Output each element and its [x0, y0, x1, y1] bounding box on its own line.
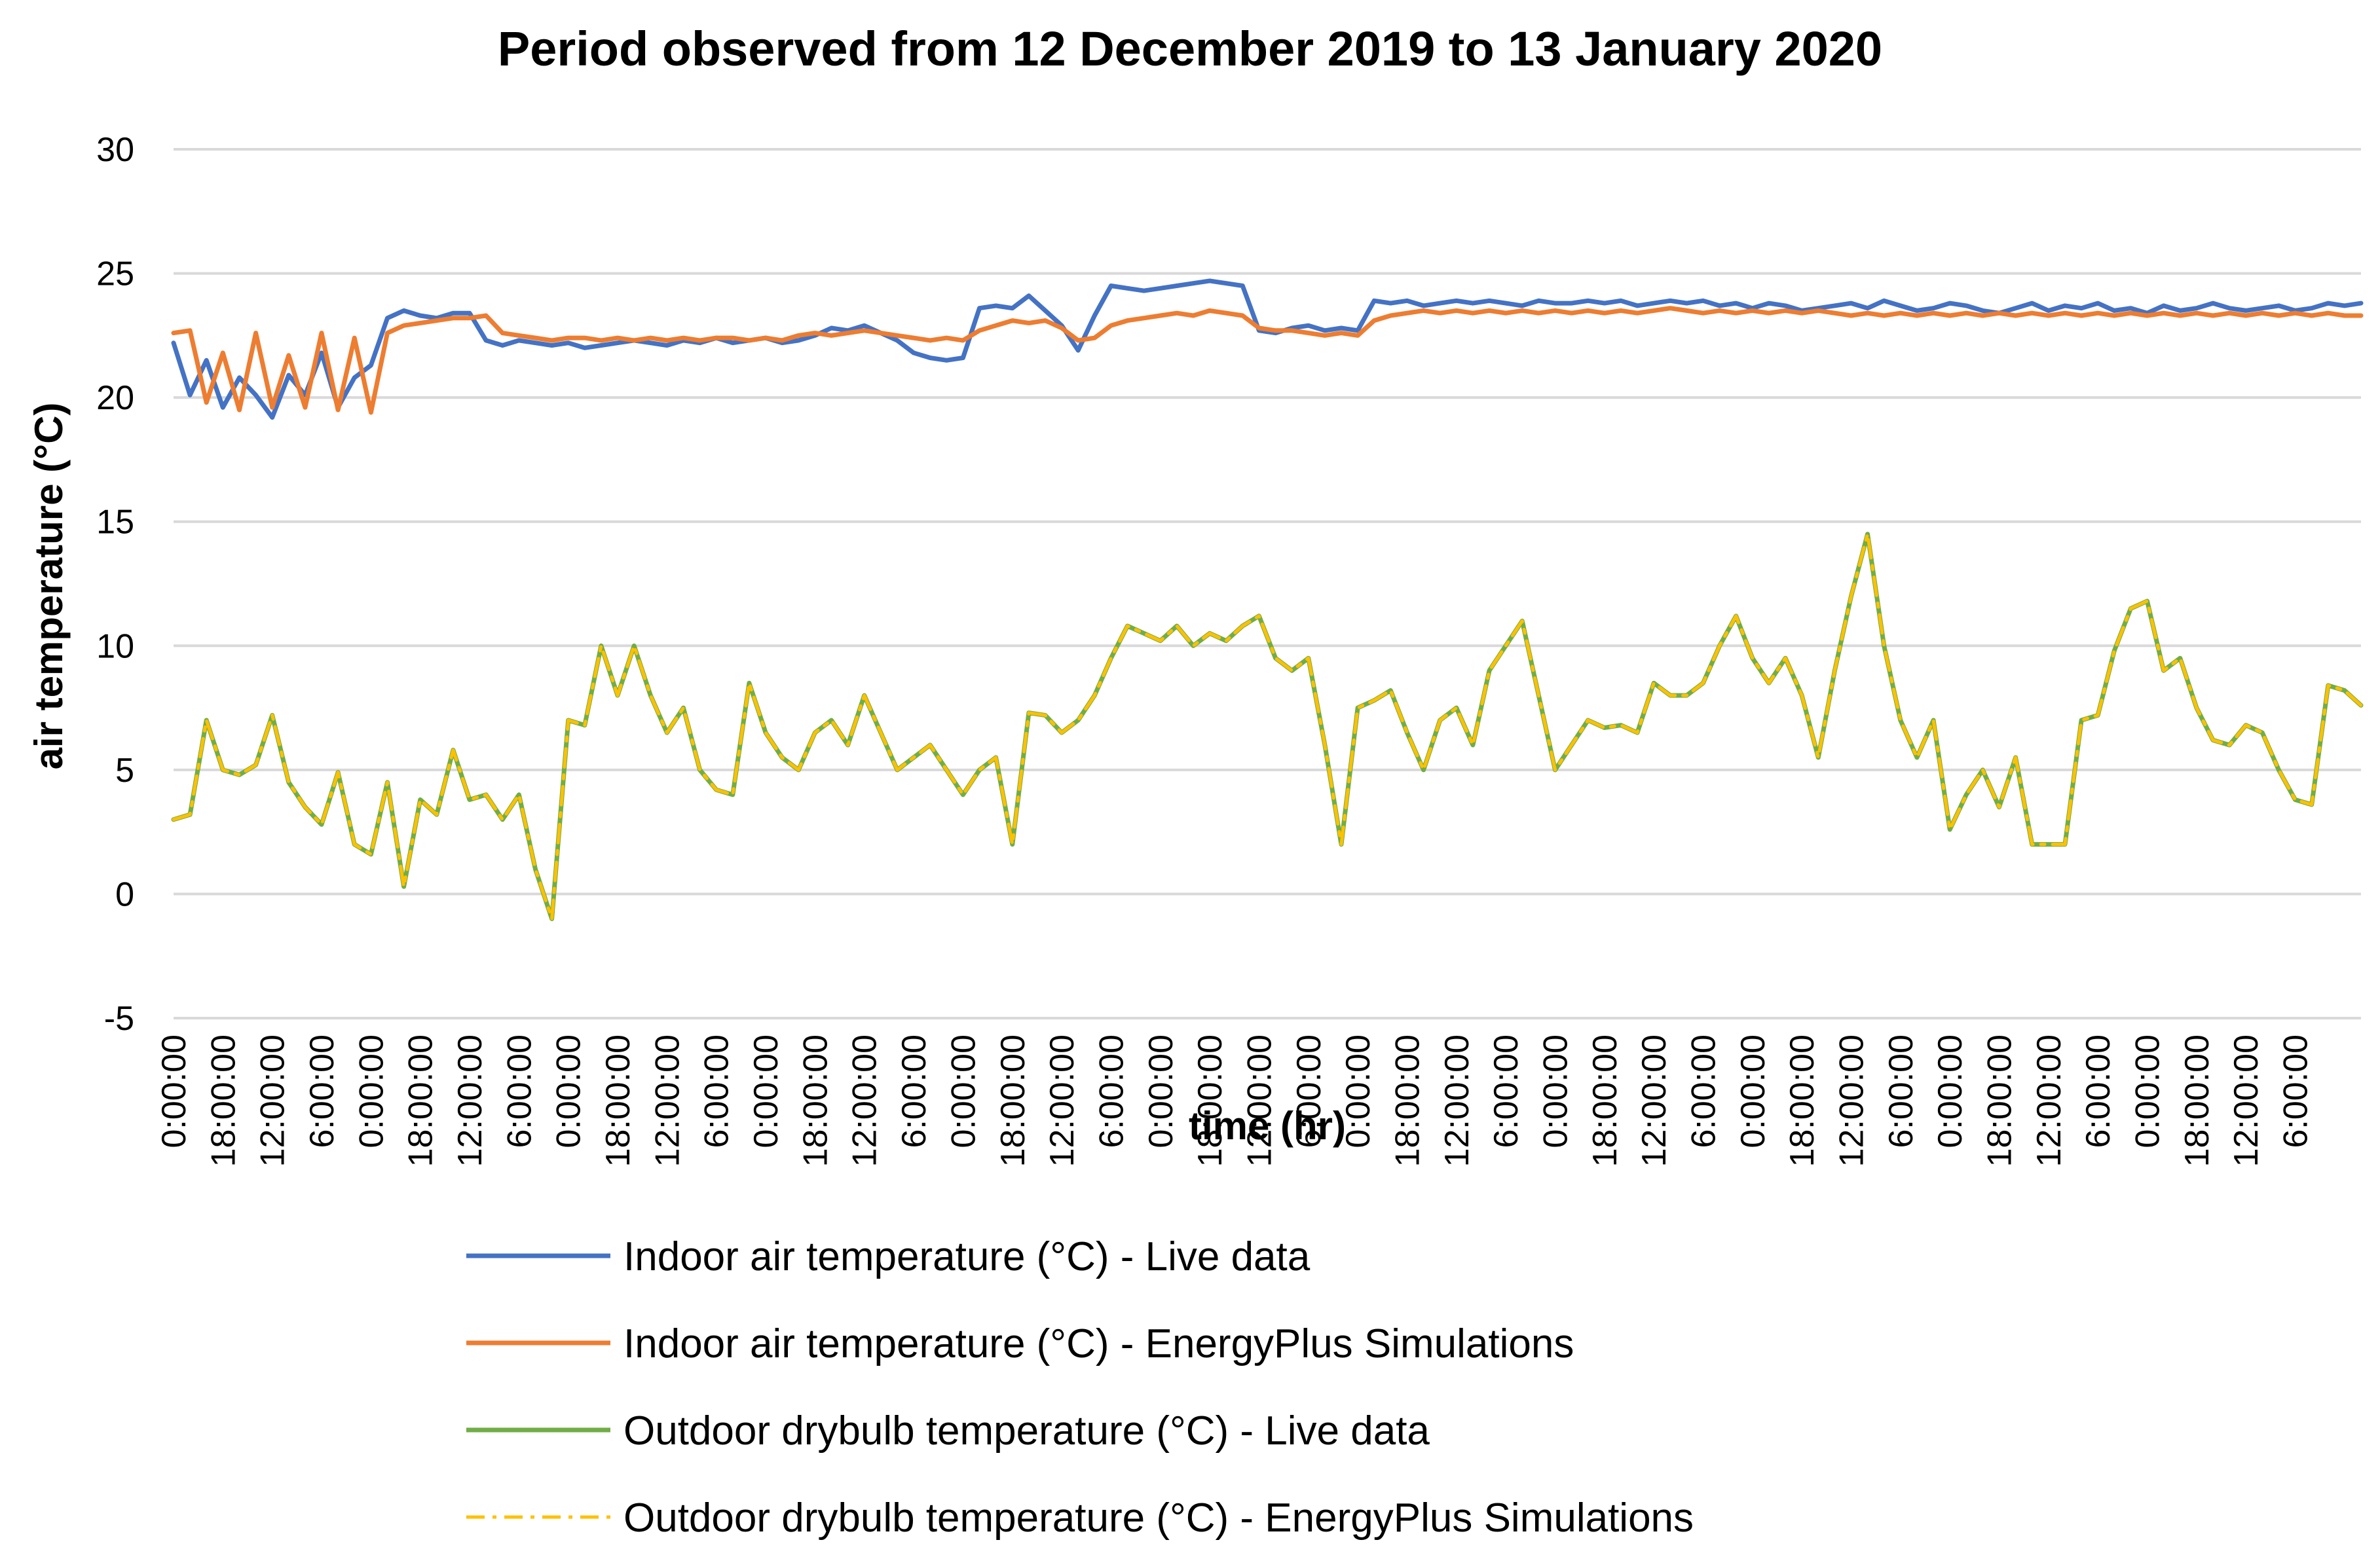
- x-tick-label: 6:00:00: [2277, 1035, 2315, 1148]
- legend-label: Outdoor drybulb temperature (°C) - Energ…: [623, 1495, 1694, 1541]
- legend-entry-0: Indoor air temperature (°C) - Live data: [466, 1234, 1311, 1279]
- x-tick-label: 6:00:00: [1487, 1035, 1525, 1148]
- x-tick-label: 18:00:00: [1388, 1035, 1426, 1167]
- x-tick-label: 0:00:00: [550, 1035, 588, 1148]
- y-tick-label: 20: [96, 379, 134, 417]
- x-tick-label: 6:00:00: [1684, 1035, 1722, 1148]
- x-tick-label: 12:00:00: [1043, 1035, 1081, 1167]
- legend-entry-2: Outdoor drybulb temperature (°C) - Live …: [466, 1408, 1430, 1454]
- x-tick-label: 6:00:00: [303, 1035, 341, 1148]
- x-tick-label: 12:00:00: [451, 1035, 489, 1167]
- x-tick-label: 0:00:00: [1142, 1035, 1180, 1148]
- x-axis-ticks: 0:00:00 18:00:00 12:00:00 6:00:00 0:00:00 18:…: [155, 1035, 2315, 1167]
- x-tick-label: 18:00:00: [1981, 1035, 2019, 1167]
- x-tick-label: 6:00:00: [698, 1035, 736, 1148]
- x-tick-label: 12:00:00: [1438, 1035, 1476, 1167]
- x-tick-label: 0:00:00: [1339, 1035, 1377, 1148]
- x-tick-label: 12:00:00: [1635, 1035, 1673, 1167]
- x-tick-label: 0:00:00: [747, 1035, 785, 1148]
- x-tick-label: 18:00:00: [1586, 1035, 1624, 1167]
- x-tick-label: 0:00:00: [2129, 1035, 2167, 1148]
- series-line-2: [171, 532, 2364, 921]
- x-tick-label: 18:00:00: [1783, 1035, 1821, 1167]
- x-tick-label: 6:00:00: [1290, 1035, 1328, 1148]
- x-tick-label: 18:00:00: [599, 1035, 637, 1167]
- legend-entry-3: Outdoor drybulb temperature (°C) - Energ…: [466, 1495, 1694, 1541]
- y-tick-label: 15: [96, 504, 134, 541]
- legend-label: Indoor air temperature (°C) - Live data: [623, 1234, 1311, 1279]
- x-tick-label: 0:00:00: [352, 1035, 390, 1148]
- x-tick-label: 12:00:00: [254, 1035, 292, 1167]
- x-tick-label: 0:00:00: [1734, 1035, 1772, 1148]
- x-tick-label: 18:00:00: [2178, 1035, 2216, 1167]
- x-tick-label: 12:00:00: [2227, 1035, 2265, 1167]
- legend-label: Indoor air temperature (°C) - EnergyPlus…: [623, 1321, 1574, 1366]
- x-tick-label: 18:00:00: [796, 1035, 834, 1167]
- y-tick-label: 0: [115, 875, 134, 913]
- y-tick-label: 30: [96, 131, 134, 169]
- y-axis-title: air temperature (°C): [27, 403, 71, 770]
- chart-title: Period observed from 12 December 2019 to…: [498, 22, 1882, 76]
- x-tick-label: 6:00:00: [500, 1035, 538, 1148]
- series-lines: [171, 278, 2364, 921]
- x-tick-label: 6:00:00: [1092, 1035, 1130, 1148]
- x-tick-label: 18:00:00: [994, 1035, 1032, 1167]
- x-tick-label: 0:00:00: [944, 1035, 982, 1148]
- x-tick-label: 12:00:00: [648, 1035, 686, 1167]
- x-tick-label: 12:00:00: [1240, 1035, 1278, 1167]
- x-tick-label: 12:00:00: [1833, 1035, 1871, 1167]
- x-tick-label: 6:00:00: [895, 1035, 933, 1148]
- x-tick-label: 18:00:00: [1191, 1035, 1229, 1167]
- y-axis-ticks: -5 0 5 10 15 20 25 30: [96, 131, 134, 1038]
- x-tick-label: 12:00:00: [846, 1035, 884, 1167]
- x-tick-label: 0:00:00: [1931, 1035, 1969, 1148]
- x-axis-title: time (hr): [1189, 1104, 1346, 1148]
- legend: Indoor air temperature (°C) - Live data I…: [466, 1234, 1694, 1541]
- series-line-3: [172, 532, 2363, 921]
- x-tick-label: 0:00:00: [1536, 1035, 1574, 1148]
- legend-entry-1: Indoor air temperature (°C) - EnergyPlus…: [466, 1321, 1574, 1366]
- y-tick-label: 10: [96, 627, 134, 665]
- series-line-1: [171, 306, 2364, 415]
- legend-label: Outdoor drybulb temperature (°C) - Live …: [623, 1408, 1430, 1454]
- gridlines: [174, 148, 2361, 1019]
- x-tick-label: 18:00:00: [204, 1035, 242, 1167]
- x-tick-label: 18:00:00: [402, 1035, 440, 1167]
- x-tick-label: 6:00:00: [2079, 1035, 2117, 1148]
- x-tick-label: 0:00:00: [155, 1035, 193, 1148]
- y-tick-label: 5: [115, 752, 134, 790]
- x-tick-label: 12:00:00: [2030, 1035, 2068, 1167]
- y-tick-label: -5: [104, 1000, 134, 1038]
- x-tick-label: 6:00:00: [1882, 1035, 1920, 1148]
- y-tick-label: 25: [96, 255, 134, 293]
